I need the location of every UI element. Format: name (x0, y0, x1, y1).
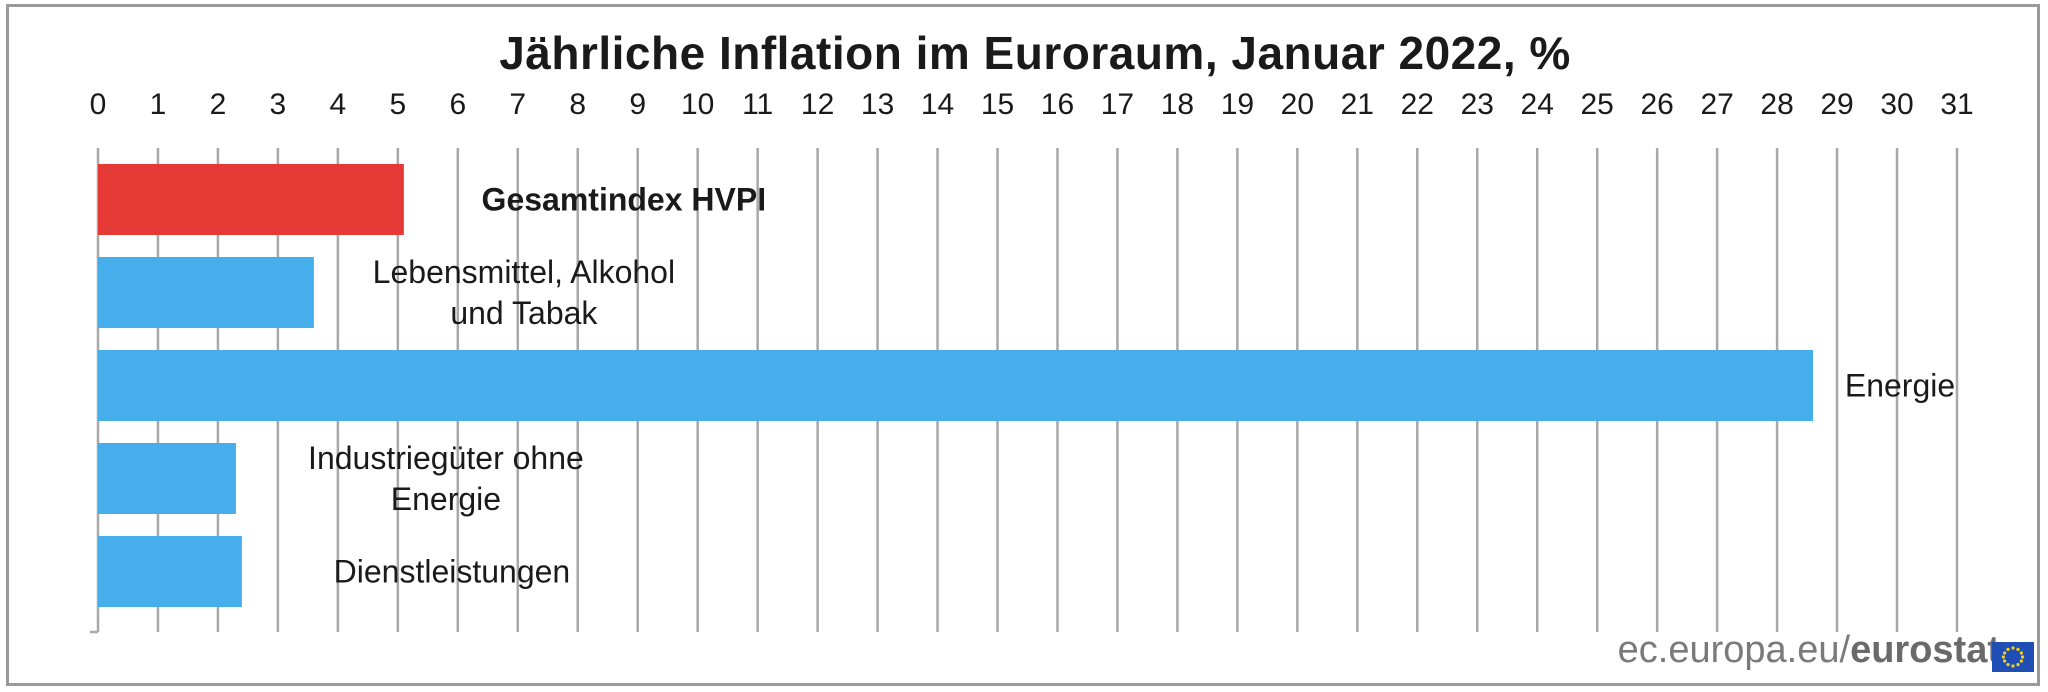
category-label-3: Energie (1845, 368, 1955, 404)
category-label-line: Industriegüter ohne (308, 440, 584, 476)
category-label-1: Gesamtindex HVPI (482, 182, 767, 218)
source-credit: ec.europa.eu/eurostat (1618, 629, 2000, 672)
x-tick-label-2: 2 (210, 88, 227, 121)
category-label-line: Energie (1845, 368, 1955, 404)
bar-3 (98, 350, 1814, 421)
x-tick-label-29: 29 (1820, 88, 1853, 121)
x-tick-label-6: 6 (449, 88, 466, 121)
x-tick-label-8: 8 (569, 88, 586, 121)
x-tick-label-20: 20 (1281, 88, 1314, 121)
source-prefix: ec.europa.eu/ (1617, 629, 1851, 671)
chart-frame (6, 4, 2040, 686)
x-tick-label-31: 31 (1940, 88, 1973, 121)
category-label-5: Dienstleistungen (334, 554, 571, 590)
x-tick-label-23: 23 (1461, 88, 1494, 121)
tick-labels: 0 1 2 3 4 5 6 7 8 9 10 11 12 13 14 15 16 17 18 19 20 21 22 23 24… (90, 88, 1974, 121)
x-tick-label-0: 0 (90, 88, 107, 121)
chart-title: Jährliche Inflation im Euroraum, Januar … (499, 27, 1571, 79)
category-label-line: und Tabak (450, 295, 598, 331)
x-tick-label-1: 1 (150, 88, 167, 121)
category-label-line: Dienstleistungen (334, 554, 571, 590)
x-tick-label-28: 28 (1760, 88, 1793, 121)
x-tick-label-21: 21 (1341, 88, 1374, 121)
bar-4 (98, 443, 236, 514)
x-tick-label-14: 14 (921, 88, 954, 121)
x-tick-label-17: 17 (1101, 88, 1134, 121)
category-label-line: Gesamtindex HVPI (482, 182, 767, 218)
x-tick-label-3: 3 (270, 88, 287, 121)
x-tick-label-16: 16 (1041, 88, 1074, 121)
x-tick-label-4: 4 (330, 88, 347, 121)
bars-layer (98, 164, 1814, 607)
x-tick-label-5: 5 (389, 88, 406, 121)
category-label-2: Lebensmittel, Alkohol und Tabak (373, 254, 675, 331)
x-tick-label-26: 26 (1640, 88, 1673, 121)
x-tick-label-13: 13 (861, 88, 894, 121)
x-tick-label-27: 27 (1700, 88, 1733, 121)
x-tick-label-25: 25 (1581, 88, 1614, 121)
eu-flag-icon (1992, 642, 2034, 672)
x-tick-label-15: 15 (981, 88, 1014, 121)
x-tick-label-22: 22 (1401, 88, 1434, 121)
bar-2 (98, 257, 314, 328)
x-tick-label-9: 9 (629, 88, 646, 121)
x-tick-label-10: 10 (681, 88, 714, 121)
category-labels: Gesamtindex HVPI Lebensmittel, Alkohol und… (308, 182, 1955, 590)
category-label-4: Industriegüter ohne Energie (308, 440, 584, 517)
x-tick-label-24: 24 (1521, 88, 1554, 121)
source-brand: eurostat (1850, 629, 2000, 671)
bar-5 (98, 536, 242, 607)
category-label-line: Lebensmittel, Alkohol (373, 254, 675, 290)
x-tick-label-18: 18 (1161, 88, 1194, 121)
x-tick-label-12: 12 (801, 88, 834, 121)
x-tick-label-30: 30 (1880, 88, 1913, 121)
bar-1 (98, 164, 404, 235)
x-tick-label-7: 7 (509, 88, 526, 121)
x-tick-label-19: 19 (1221, 88, 1254, 121)
category-label-line: Energie (391, 481, 501, 517)
x-tick-label-11: 11 (742, 88, 773, 121)
